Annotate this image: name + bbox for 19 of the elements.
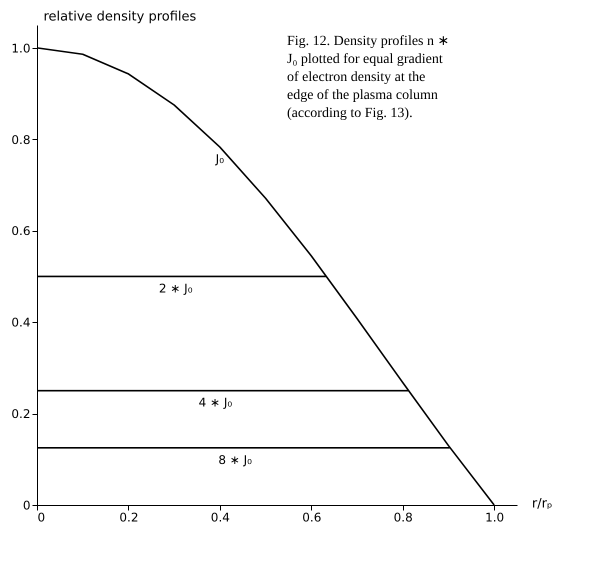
- text: Fig. 12. Density profiles n ∗ J₀ plotted for equal gradient of electron density at the edge of the plasma column (according to Fig. 13).: [287, 34, 450, 121]
- y-axis-title: relative density profiles: [44, 10, 197, 24]
- x-tick-label: 0.4: [210, 510, 230, 524]
- x-axis-title: r/rₚ: [532, 496, 552, 512]
- series-label: 2 ∗ J₀: [158, 281, 193, 296]
- x-tick-label: 0: [38, 510, 46, 524]
- x-tick-label: 0.2: [119, 510, 138, 524]
- y-tick-label: 0: [22, 498, 30, 512]
- y-tick-label: 0.8: [11, 132, 30, 147]
- y-tick-label: 0.6: [11, 224, 30, 238]
- x-tick-label: 0.6: [302, 510, 322, 524]
- x-tick-label: 1.0: [485, 510, 504, 524]
- y-tick-label: 0.2: [11, 407, 30, 422]
- series-label: 8 ∗ J₀: [218, 452, 252, 467]
- y-tick-label: 0.4: [11, 316, 30, 330]
- x-tick-label: 0.8: [394, 510, 413, 524]
- y-tick-label: 1.0: [11, 41, 30, 56]
- series-label: 4 ∗ J₀: [198, 396, 232, 410]
- series-label: J₀: [214, 152, 224, 166]
